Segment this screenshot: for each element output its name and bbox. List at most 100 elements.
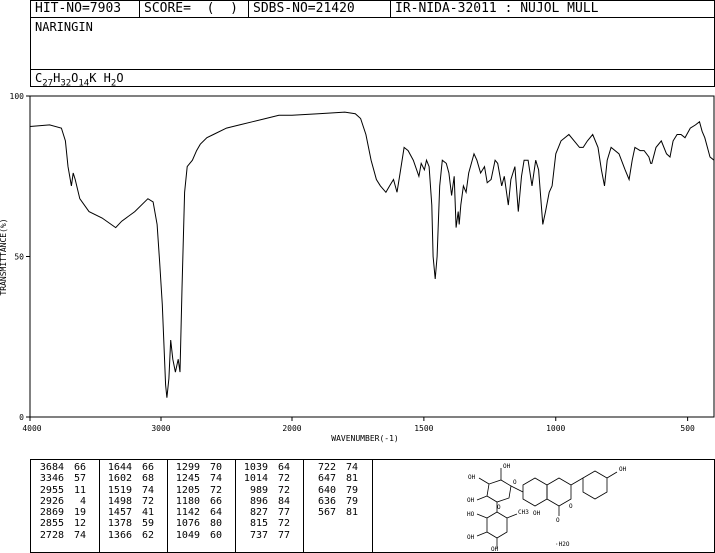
peak-wavenumber: 1378 [107, 518, 132, 530]
peak-wavenumber: 815 [249, 518, 268, 530]
peak-column: 1644 66 1602 68 1519 74 1498 72 1457 41 1378 59 1366… [102, 462, 156, 541]
peak-row: 815 72 [238, 518, 292, 529]
peak-transmittance: 77 [277, 529, 290, 541]
peak-row: 827 77 [238, 507, 292, 518]
peak-wavenumber: 3684 [39, 462, 64, 473]
structure-label: HO [467, 511, 475, 518]
peak-row: 1245 74 [170, 473, 224, 484]
x-axis: 4000 3000 2000 1500 1000 500 [22, 417, 695, 433]
peak-wavenumber: 1049 [175, 529, 200, 541]
peak-column: 722 74 647 81 640 79 636 79 567 81 [306, 462, 360, 518]
peak-wavenumber: 1366 [107, 529, 132, 541]
peak-transmittance: 77 [277, 507, 290, 519]
peak-transmittance: 72 [209, 484, 222, 496]
peak-row: 1519 74 [102, 485, 156, 496]
peak-wavenumber: 1039 [243, 462, 268, 473]
peak-row: 989 72 [238, 485, 292, 496]
peak-row: 1378 59 [102, 518, 156, 529]
peak-wavenumber: 2855 [39, 518, 64, 530]
peak-transmittance: 66 [209, 495, 222, 507]
peak-wavenumber: 1519 [107, 484, 132, 496]
peak-wavenumber: 1245 [175, 473, 200, 485]
formula-box: C27H32O14K H2O [30, 69, 715, 88]
peak-wavenumber: 3346 [39, 473, 64, 485]
y-axis: 0 50 100 [10, 92, 30, 422]
peak-row: 2728 74 [34, 530, 88, 541]
structure-label: OH [619, 466, 627, 473]
y-axis-label: TRANSMITTANCE(%) [0, 218, 8, 295]
peak-transmittance: 79 [345, 495, 358, 507]
peak-row: 722 74 [306, 462, 360, 473]
x-axis-label: WAVENUMBER(-1) [331, 434, 398, 443]
peak-row: 1076 80 [170, 518, 224, 529]
peak-row: 1457 41 [102, 507, 156, 518]
ir-spectrum-chart: 0 50 100 4000 3000 2000 1500 1000 500 WAVENUMBE… [0, 92, 715, 443]
y-tick-label: 50 [14, 253, 24, 262]
peak-wavenumber: 989 [249, 484, 268, 496]
peak-wavenumber: 722 [317, 462, 336, 473]
peak-transmittance: 84 [277, 495, 290, 507]
peak-transmittance: 60 [209, 529, 222, 541]
peak-wavenumber: 1205 [175, 484, 200, 496]
peak-row: 1602 68 [102, 473, 156, 484]
peak-wavenumber: 1014 [243, 473, 268, 485]
peak-row: 1366 62 [102, 530, 156, 541]
peak-row: 1644 66 [102, 462, 156, 473]
x-tick-label: 3000 [151, 424, 170, 433]
peak-row: 1039 64 [238, 462, 292, 473]
peak-row: 3346 57 [34, 473, 88, 484]
peak-column-divider [167, 459, 168, 553]
structure-label: OH [491, 546, 499, 552]
peak-transmittance: 57 [73, 473, 86, 485]
peak-transmittance: 4 [79, 495, 86, 507]
peak-column-divider [303, 459, 304, 553]
peak-row: 896 84 [238, 496, 292, 507]
spectrum-line [29, 111, 715, 398]
peak-wavenumber: 2869 [39, 507, 64, 519]
peak-row: 567 81 [306, 507, 360, 518]
peak-wavenumber: 1602 [107, 473, 132, 485]
structure-label: OH [468, 474, 476, 481]
peak-column: 1299 70 1245 74 1205 72 1180 66 1142 64 1076 80 1049… [170, 462, 224, 541]
y-tick-label: 100 [10, 92, 25, 101]
peak-transmittance: 81 [345, 473, 358, 485]
peak-column-divider [235, 459, 236, 553]
peak-wavenumber: 1498 [107, 495, 132, 507]
peak-column: 3684 66 3346 57 2955 11 2926 4 2869 19 2855 12 2728 7… [34, 462, 88, 541]
peak-column-divider [99, 459, 100, 553]
peak-wavenumber: 1299 [175, 462, 200, 473]
structure-label: OH [503, 463, 511, 470]
peak-row: 640 79 [306, 485, 360, 496]
peak-transmittance: 62 [141, 529, 154, 541]
hit-number: HIT-NO=7903 [35, 1, 122, 16]
peak-wavenumber: 827 [249, 507, 268, 519]
structure-label: ·H2O [555, 541, 570, 548]
x-tick-label: 4000 [22, 424, 41, 433]
peak-transmittance: 72 [141, 495, 154, 507]
structure-label: O [513, 479, 517, 486]
peak-row: 3684 66 [34, 462, 88, 473]
peak-transmittance: 72 [277, 518, 290, 530]
peak-row: 737 77 [238, 530, 292, 541]
peak-transmittance: 72 [277, 484, 290, 496]
structure-label: OH [467, 534, 475, 541]
peak-wavenumber: 1457 [107, 507, 132, 519]
structure-diagram: OH OH OH OH OH OH OH HO CH3 O O O O ·H2O [467, 463, 627, 552]
peak-transmittance: 66 [73, 462, 86, 473]
peak-transmittance: 64 [209, 507, 222, 519]
peak-wavenumber: 896 [249, 495, 268, 507]
peak-row: 1205 72 [170, 485, 224, 496]
peak-transmittance: 70 [209, 462, 222, 473]
structure-label: OH [533, 510, 541, 517]
peak-row: 647 81 [306, 473, 360, 484]
structure-label: O [569, 503, 573, 510]
x-tick-label: 2000 [282, 424, 301, 433]
peak-column: 1039 64 1014 72 989 72 896 84 827 77 815 72 737 77 [238, 462, 292, 541]
peak-transmittance: 74 [209, 473, 222, 485]
peak-transmittance: 66 [141, 462, 154, 473]
peak-wavenumber: 640 [317, 484, 336, 496]
peak-transmittance: 68 [141, 473, 154, 485]
peak-wavenumber: 737 [249, 529, 268, 541]
sdbs-number: SDBS-NO=21420 [253, 1, 355, 16]
peak-transmittance: 12 [73, 518, 86, 530]
